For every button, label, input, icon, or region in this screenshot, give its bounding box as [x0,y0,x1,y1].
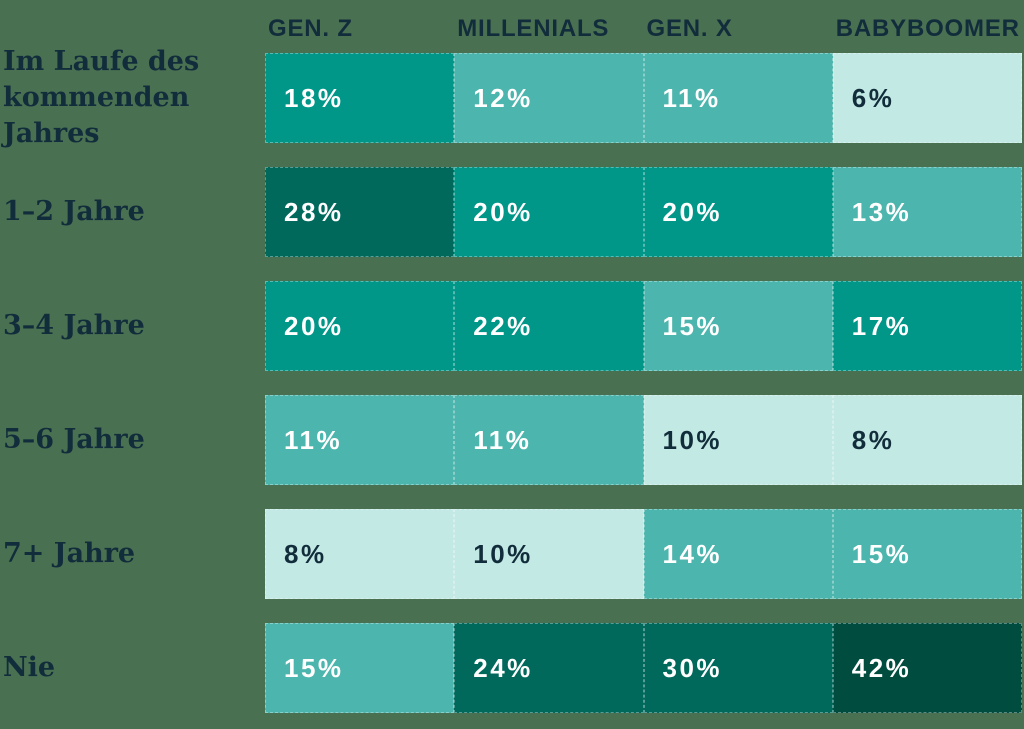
cell-value: 11% [662,82,721,113]
column-headers: GEN. Z MILLENIALS GEN. X BABYBOOMER [0,10,1022,53]
cell-value: 20% [284,310,344,341]
cell-value: 13% [851,196,912,227]
row-label: 5–6 Jahre [3,424,145,455]
cell-r3-babyboomer: 8% [832,395,1022,485]
row-label: Nie [3,652,56,683]
cell-r3-gen-x: 10% [643,395,833,485]
cell-r2-gen-z: 20% [265,281,455,371]
cell-r1-millenials: 20% [454,167,644,257]
row-cells: 11% 11% 10% 8% [265,395,1022,485]
cell-r3-millenials: 11% [454,395,644,485]
cell-value: 8% [284,538,327,569]
cell-r0-gen-z: 18% [265,53,455,143]
chart-row-nie: Nie 15% 24% 30% 42% [0,623,1022,713]
cell-value: 17% [851,310,912,341]
cell-r0-millenials: 12% [454,53,644,143]
row-label: Im Laufe des kommenden Jahres [3,46,200,149]
column-header-gen-x: GEN. X [646,15,733,42]
cell-value: 8% [851,424,895,455]
cell-value: 15% [284,652,344,683]
cell-r2-millenials: 22% [454,281,644,371]
cell-value: 28% [284,196,344,227]
cell-value: 10% [473,538,533,569]
cell-value: 24% [473,652,533,683]
cell-r5-gen-x: 30% [643,623,833,713]
cell-value: 10% [662,424,723,455]
cell-r1-gen-z: 28% [265,167,455,257]
cell-r0-gen-x: 11% [643,53,833,143]
cell-r4-gen-x: 14% [643,509,833,599]
row-label: 3–4 Jahre [3,310,145,341]
cell-r4-gen-z: 8% [265,509,455,599]
chart-row-kommendes-jahr: Im Laufe des kommenden Jahres 18% 12% 11… [0,46,1022,149]
row-cells: 15% 24% 30% 42% [265,623,1022,713]
cell-value: 15% [851,538,912,569]
row-cells: 20% 22% 15% 17% [265,281,1022,371]
row-label: 1–2 Jahre [3,196,145,227]
cell-value: 15% [662,310,723,341]
row-cells: 8% 10% 14% 15% [265,509,1022,599]
cell-r5-gen-z: 15% [265,623,455,713]
chart-row-5-6-jahre: 5–6 Jahre 11% 11% 10% 8% [0,395,1022,485]
cell-r3-gen-z: 11% [265,395,455,485]
cell-value: 30% [662,652,723,683]
row-cells: 18% 12% 11% 6% [265,53,1022,143]
cell-r5-millenials: 24% [454,623,644,713]
cell-r0-babyboomer: 6% [832,53,1022,143]
column-header-millenials: MILLENIALS [457,15,610,42]
cell-value: 11% [284,424,343,455]
chart-row-1-2-jahre: 1–2 Jahre 28% 20% 20% 13% [0,167,1022,257]
cell-value: 22% [473,310,533,341]
cell-r5-babyboomer: 42% [832,623,1022,713]
chart-row-3-4-jahre: 3–4 Jahre 20% 22% 15% 17% [0,281,1022,371]
cell-r4-babyboomer: 15% [832,509,1022,599]
cell-r1-gen-x: 20% [643,167,833,257]
row-cells: 28% 20% 20% 13% [265,167,1022,257]
cell-value: 14% [662,538,723,569]
cell-r2-babyboomer: 17% [832,281,1022,371]
column-header-gen-z: GEN. Z [268,15,353,42]
chart-row-7plus-jahre: 7+ Jahre 8% 10% 14% 15% [0,509,1022,599]
cell-r2-gen-x: 15% [643,281,833,371]
cell-value: 11% [473,424,532,455]
cell-value: 18% [284,82,344,113]
cell-value: 12% [473,82,533,113]
cell-value: 20% [473,196,533,227]
cell-value: 42% [851,652,912,683]
row-label: 7+ Jahre [3,538,136,569]
cell-value: 6% [851,82,895,113]
cell-r4-millenials: 10% [454,509,644,599]
cell-r1-babyboomer: 13% [832,167,1022,257]
generation-heatmap-chart: GEN. Z MILLENIALS GEN. X BABYBOOMER Im L… [0,10,1022,713]
column-header-babyboomer: BABYBOOMER [835,15,1020,42]
cell-value: 20% [662,196,723,227]
